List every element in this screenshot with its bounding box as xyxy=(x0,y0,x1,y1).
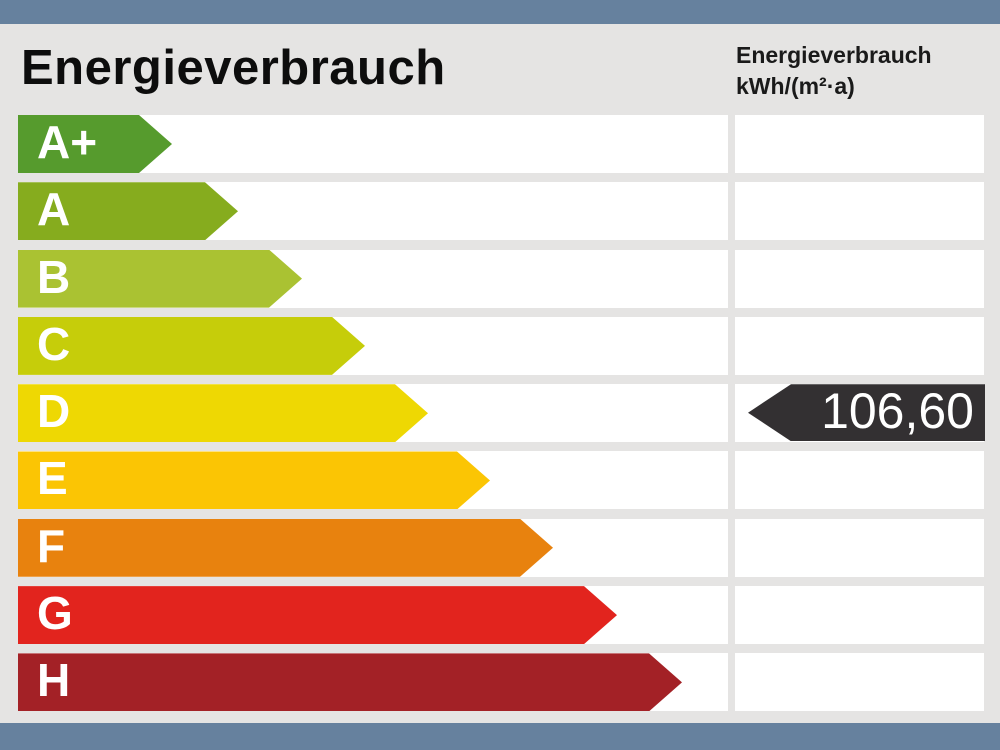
class-label-H: H xyxy=(37,654,71,707)
value-cell-D: 106,60 xyxy=(735,382,985,443)
class-label-D: D xyxy=(37,385,71,438)
scale-row-A+: A+ xyxy=(18,115,984,173)
scale-row-A: A xyxy=(18,182,984,241)
class-label-C: C xyxy=(37,317,71,370)
scale-row-D: D 106,60 xyxy=(18,382,985,443)
scale-row-G: G xyxy=(18,586,984,645)
class-arrow-C: C xyxy=(18,317,365,375)
scale-row-F: F xyxy=(18,518,984,577)
band-cell-D: D xyxy=(18,384,728,443)
scale-row-E: E xyxy=(18,451,984,510)
band-cell-F: F xyxy=(18,518,728,577)
unit-header-line2: kWh/(m²·a) xyxy=(736,73,855,99)
class-arrow-A: A xyxy=(18,182,238,240)
value-cell-A xyxy=(735,182,984,241)
top-frame-bar xyxy=(0,0,1000,24)
class-arrow-H: H xyxy=(18,653,682,711)
band-cell-H: H xyxy=(18,653,728,712)
class-arrow-B: B xyxy=(18,250,302,308)
value-cell-A+ xyxy=(735,115,984,173)
class-label-E: E xyxy=(37,452,68,505)
class-arrow-F: F xyxy=(18,519,553,577)
class-label-B: B xyxy=(37,250,71,303)
class-arrow-D: D xyxy=(18,384,428,442)
value-cell-E xyxy=(735,451,984,510)
value-cell-F xyxy=(735,518,984,577)
class-arrow-A+: A+ xyxy=(18,115,172,173)
page-title: Energieverbrauch xyxy=(21,41,446,95)
band-cell-E: E xyxy=(18,451,728,510)
value-indicator: 106,60 xyxy=(748,382,985,442)
value-cell-G xyxy=(735,586,984,645)
band-cell-A+: A+ xyxy=(18,115,728,173)
class-arrow-E: E xyxy=(18,451,490,509)
class-label-F: F xyxy=(37,519,66,572)
band-cell-B: B xyxy=(18,249,728,308)
class-arrow-G: G xyxy=(18,586,617,644)
band-cell-C: C xyxy=(18,316,728,375)
energy-class-scale: A+ A B C D 106,60 E F G H xyxy=(18,115,985,712)
band-cell-G: G xyxy=(18,586,728,645)
class-label-A: A xyxy=(37,183,71,236)
class-label-A+: A+ xyxy=(37,116,98,168)
unit-header-line1: Energieverbrauch xyxy=(736,42,932,68)
scale-row-B: B xyxy=(18,249,984,308)
value-cell-B xyxy=(735,249,984,308)
scale-row-H: H xyxy=(18,653,984,712)
value-cell-H xyxy=(735,653,984,712)
bottom-frame-bar xyxy=(0,723,1000,750)
scale-row-C: C xyxy=(18,316,984,375)
class-label-G: G xyxy=(37,587,73,640)
unit-header: Energieverbrauch kWh/(m²·a) xyxy=(736,40,932,102)
value-cell-C xyxy=(735,316,984,375)
value-text: 106,60 xyxy=(821,382,974,439)
band-cell-A: A xyxy=(18,182,728,241)
